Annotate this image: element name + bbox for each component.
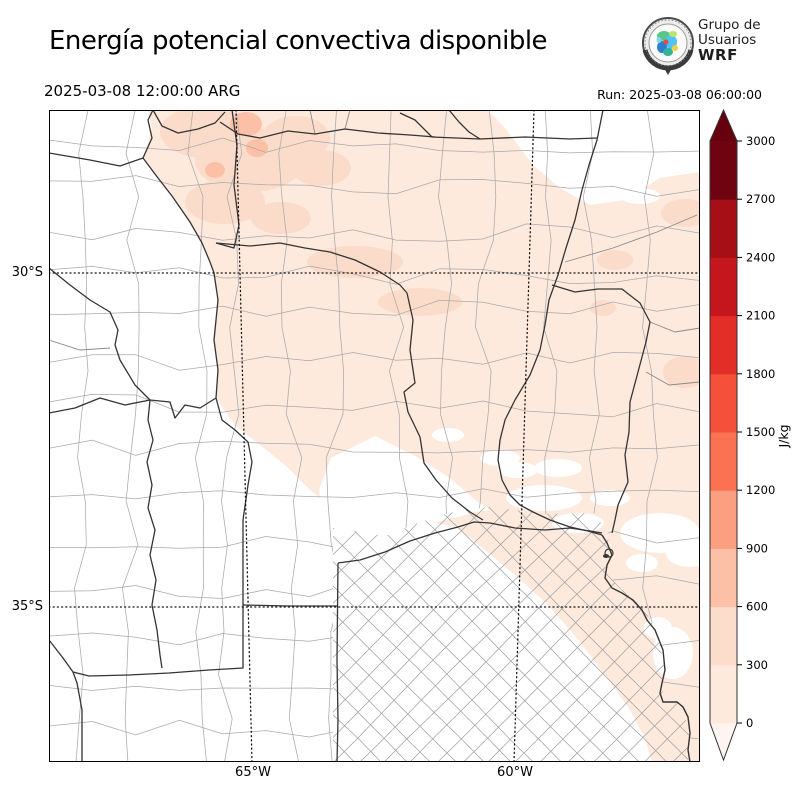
colorbar-tick-label: 1200 <box>746 483 775 497</box>
cape-shading <box>49 110 700 762</box>
logo-text-line1: Grupo de <box>698 17 761 33</box>
logo-text-wrf: WRF <box>698 46 738 64</box>
colorbar: 0 300 600 900 1200 1500 1800 2100 2400 2700 3000 J/… <box>700 106 800 776</box>
map-canvas <box>49 110 700 762</box>
lat-label-35s: 35°S <box>11 599 43 614</box>
secondary-borders <box>49 110 700 386</box>
globe-emblem-icon <box>642 17 694 75</box>
colorbar-segment <box>710 257 737 317</box>
page-title: Energía potencial convectiva disponible <box>49 26 548 56</box>
valid-time-label: 2025-03-08 12:00:00 ARG <box>44 82 241 100</box>
lon-label-65w: 65°W <box>235 765 271 780</box>
lon-label-60w: 60°W <box>497 765 533 780</box>
colorbar-tick-label: 600 <box>746 600 768 614</box>
colorbar-tick-label: 1800 <box>746 367 775 381</box>
colorbar-tick-label: 2700 <box>746 192 775 206</box>
colorbar-tick-label: 2400 <box>746 250 775 264</box>
colorbar-tick-label: 300 <box>746 658 768 672</box>
colorbar-segment <box>710 606 737 666</box>
colorbar-segment <box>710 548 737 608</box>
colorbar-tick-label: 0 <box>746 716 753 730</box>
colorbar-segment <box>710 315 737 375</box>
colorbar-tick-label: 1500 <box>746 425 775 439</box>
map-frame <box>49 110 700 762</box>
city-mark <box>603 554 609 558</box>
colorbar-tick-label: 900 <box>746 541 768 555</box>
colorbar-segment <box>710 432 737 491</box>
colorbar-under-arrow <box>710 723 737 760</box>
meridian-65w <box>235 110 253 762</box>
colorbar-tick-label: 3000 <box>746 134 775 148</box>
colorbar-svg: 0 300 600 900 1200 1500 1800 2100 2400 2700 3000 J/… <box>709 108 791 762</box>
island-outline <box>604 548 614 558</box>
colorbar-segment <box>710 664 737 724</box>
wrf-users-group-logo: Grupo de Usuarios WRF <box>640 12 800 78</box>
graticule-gridlines <box>49 110 700 762</box>
run-time-label: Run: 2025-03-08 06:00:00 <box>597 87 762 102</box>
map-svg <box>49 110 700 762</box>
province-borders <box>49 110 651 762</box>
colorbar-segment <box>710 373 737 433</box>
colorbar-tick-label: 2100 <box>746 309 775 323</box>
coastline <box>601 534 691 762</box>
radar-blobs <box>656 31 678 56</box>
colorbar-over-arrow <box>710 110 737 141</box>
colorbar-segment <box>710 199 737 258</box>
meridian-60w <box>513 110 535 762</box>
colorbar-segment <box>710 141 737 200</box>
lat-label-30s: 30°S <box>11 265 43 280</box>
logo-text-line2: Usuarios <box>698 32 757 48</box>
colorbar-segment <box>710 490 737 549</box>
colorbar-unit-label: J/kg <box>776 424 791 448</box>
